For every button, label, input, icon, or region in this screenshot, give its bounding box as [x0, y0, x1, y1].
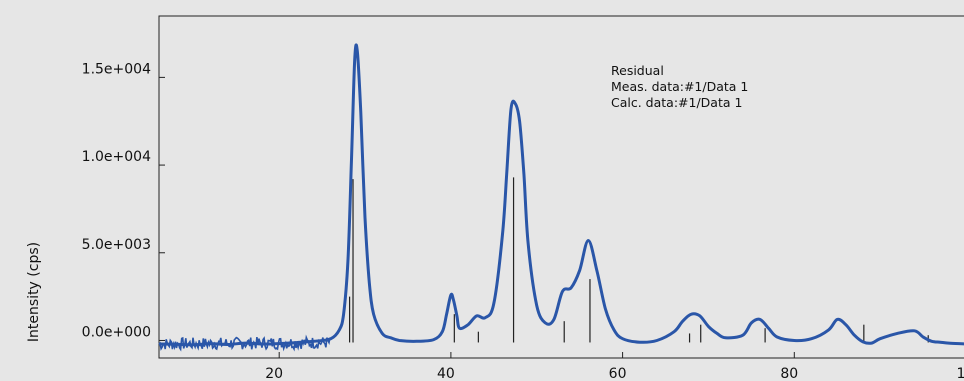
plot-frame — [158, 15, 964, 359]
x-tick-label-4: 1 — [957, 366, 964, 381]
legend-line-2: Calc. data:#1/Data 1 — [611, 95, 742, 110]
intensity-series-line — [158, 43, 964, 347]
y-tick-label-0: 0.0e+000 — [82, 324, 151, 340]
y-tick-label-2: 1.0e+004 — [82, 149, 151, 165]
y-tick-label-3: 1.5e+004 — [82, 61, 151, 77]
legend-line-0: Residual — [611, 63, 664, 78]
x-tick-label-1: 40 — [437, 366, 455, 381]
x-tick-label-0: 20 — [265, 366, 283, 381]
legend-line-1: Meas. data:#1/Data 1 — [611, 79, 748, 94]
y-axis: 0.0e+000 5.0e+003 1.0e+004 1.5e+004 — [82, 61, 165, 341]
x-tick-label-3: 80 — [780, 366, 798, 381]
x-tick-label-2: 60 — [609, 366, 627, 381]
y-axis-title: Intensity (cps) — [26, 242, 42, 342]
x-axis: 20 40 60 80 1 — [265, 352, 964, 381]
y-tick-label-1: 5.0e+003 — [82, 237, 151, 253]
